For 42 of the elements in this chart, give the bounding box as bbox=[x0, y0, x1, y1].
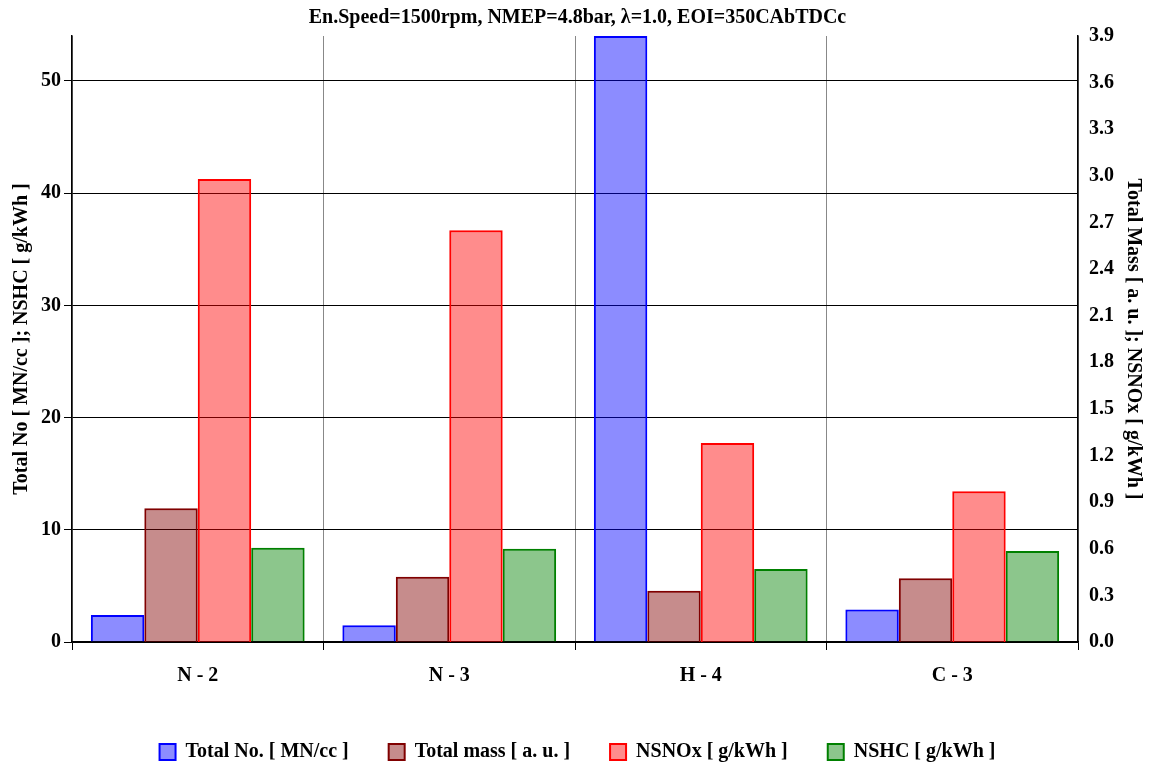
y-tick-label: 40 bbox=[41, 180, 61, 203]
bar bbox=[251, 547, 305, 642]
y2-tick-label: 0.3 bbox=[1089, 582, 1114, 605]
bar bbox=[449, 230, 503, 642]
y2-tick-label: 3.3 bbox=[1089, 116, 1114, 139]
y2-axis-title: Total Mass [ a. u. ]; NSNOx [ g/kWh ] bbox=[1122, 178, 1146, 500]
y2-tick-label: 2.7 bbox=[1089, 209, 1114, 232]
bar bbox=[647, 590, 701, 642]
bar bbox=[593, 36, 648, 642]
y2-tick-label: 1.8 bbox=[1089, 349, 1114, 372]
y-tick-label: 0 bbox=[51, 629, 61, 652]
chart-title: En.Speed=1500rpm, NMEP=4.8bar, λ=1.0, EOI=350CAbTDCc bbox=[308, 5, 847, 29]
y2-tick-label: 1.5 bbox=[1089, 396, 1114, 419]
y2-tick-label: 1.2 bbox=[1089, 442, 1114, 465]
bar bbox=[342, 625, 396, 642]
bar bbox=[90, 615, 145, 642]
y-tick-label: 50 bbox=[41, 68, 61, 91]
y2-tick-label: 0.9 bbox=[1089, 489, 1114, 512]
bar bbox=[502, 548, 557, 642]
bar bbox=[700, 443, 755, 642]
x-tick-label: C - 3 bbox=[931, 663, 973, 686]
bar bbox=[144, 508, 198, 642]
bar bbox=[197, 178, 252, 642]
y-tick-label: 20 bbox=[41, 404, 61, 427]
y2-tick-label: 0.6 bbox=[1089, 535, 1114, 558]
x-tick-label: H - 4 bbox=[679, 663, 722, 686]
y2-tick-label: 0.0 bbox=[1089, 629, 1114, 652]
y2-tick-label: 2.1 bbox=[1089, 302, 1114, 325]
legend-label: Total No. [ MN/cc ] bbox=[185, 739, 349, 762]
y2-tick-label: 2.4 bbox=[1089, 256, 1114, 279]
y-axis-title: Total No [ MN/cc ]; NSHC [ g/kWh ] bbox=[9, 183, 33, 495]
y-tick-label: 30 bbox=[41, 292, 61, 315]
x-tick-label: N - 2 bbox=[177, 663, 219, 686]
legend-label: NSHC [ g/kWh ] bbox=[853, 739, 996, 763]
legend-label: Total mass [ a. u. ] bbox=[414, 739, 571, 762]
bar bbox=[395, 576, 450, 642]
y2-tick-label: 3.6 bbox=[1089, 69, 1114, 92]
legend-label: NSNOx [ g/kWh ] bbox=[636, 739, 788, 763]
x-tick-label: N - 3 bbox=[428, 663, 470, 686]
y-tick-label: 10 bbox=[41, 516, 61, 539]
y2-tick-label: 3.0 bbox=[1089, 163, 1114, 186]
y2-tick-label: 3.9 bbox=[1089, 23, 1114, 46]
